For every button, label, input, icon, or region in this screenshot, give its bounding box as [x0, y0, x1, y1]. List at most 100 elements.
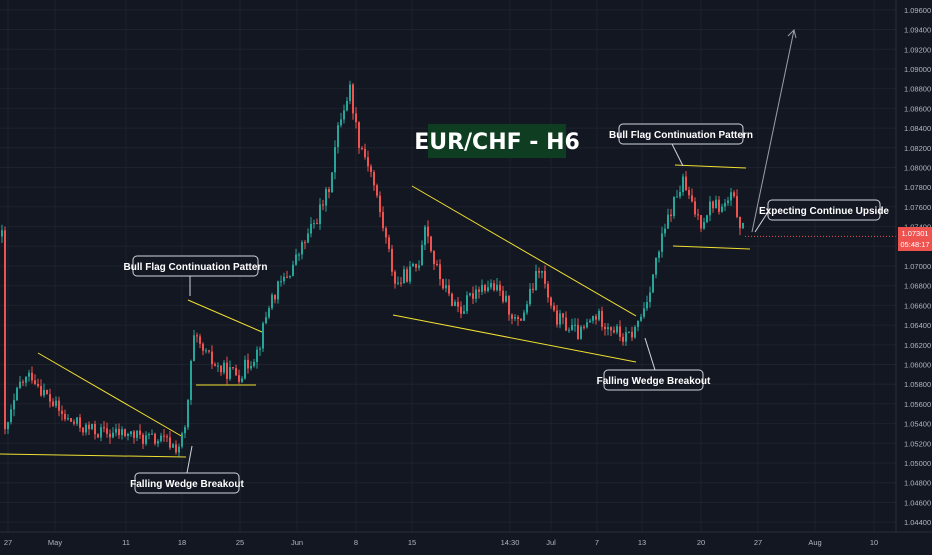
- candle-body: [661, 233, 663, 252]
- last-price-badge: 1.07301 05:48:17: [898, 227, 932, 251]
- candle-body: [178, 446, 180, 453]
- candle-body: [112, 432, 114, 438]
- candle-body: [733, 192, 735, 197]
- callout-falling-wedge-2-pointer: [644, 337, 656, 371]
- candle-body: [676, 196, 678, 198]
- candle-body: [40, 385, 42, 396]
- candle-body: [511, 314, 513, 319]
- candle-body: [289, 275, 291, 278]
- price-tick-label: 1.09400: [904, 26, 931, 35]
- candle-body: [244, 359, 246, 379]
- candle-body: [721, 206, 723, 212]
- candle-body: [19, 381, 21, 388]
- date-tick-label: 7: [595, 538, 599, 547]
- candle-body: [100, 427, 102, 438]
- candle-body: [418, 265, 420, 268]
- candle-body: [604, 326, 606, 330]
- candle-body: [85, 424, 87, 433]
- candle-body: [571, 324, 573, 330]
- candle-body: [547, 283, 549, 298]
- candle-body: [556, 310, 558, 325]
- candle-body: [235, 368, 237, 376]
- callout-falling-wedge-1-text: Falling Wedge Breakout: [130, 479, 244, 490]
- candle-body: [262, 323, 264, 349]
- candle-body: [502, 290, 504, 302]
- candle-body: [229, 367, 231, 379]
- candle-body: [106, 428, 108, 434]
- candle-body: [334, 147, 336, 173]
- candle-body: [202, 343, 204, 351]
- candle-body: [304, 242, 306, 244]
- candle-body: [550, 297, 552, 306]
- candle-body: [148, 434, 150, 436]
- candle-body: [241, 378, 243, 382]
- price-tick-label: 1.07800: [904, 183, 931, 192]
- date-tick-label: 11: [122, 538, 130, 547]
- candle-body: [397, 282, 399, 284]
- candle-body: [565, 317, 567, 331]
- candle-body: [82, 427, 84, 433]
- price-tick-label: 1.06000: [904, 361, 931, 370]
- candle-body: [589, 320, 591, 323]
- candle-body: [28, 372, 30, 377]
- candle-body: [97, 434, 99, 438]
- candle-body: [214, 364, 216, 366]
- candle-body: [259, 348, 261, 350]
- candle-body: [685, 176, 687, 191]
- candle-body: [166, 436, 168, 438]
- candle-body: [700, 215, 702, 229]
- price-tick-label: 1.08200: [904, 144, 931, 153]
- price-tick-label: 1.04600: [904, 498, 931, 507]
- price-tick-label: 1.08000: [904, 163, 931, 172]
- candle-body: [94, 424, 96, 435]
- callout-continue-upside-pointer: [754, 211, 769, 233]
- candle-body: [307, 233, 309, 243]
- price-tick-label: 1.05200: [904, 439, 931, 448]
- price-tick-label: 1.06800: [904, 282, 931, 291]
- candle-body: [118, 428, 120, 436]
- candle-body: [466, 295, 468, 312]
- candle-body: [532, 288, 534, 290]
- candle-body: [514, 317, 516, 319]
- candle-body: [610, 327, 612, 331]
- candle-body: [454, 301, 456, 306]
- candle-body: [340, 119, 342, 126]
- callout-falling-wedge-2-text: Falling Wedge Breakout: [597, 376, 711, 387]
- candle-body: [625, 332, 627, 342]
- candle-body: [505, 295, 507, 302]
- candle-body: [679, 192, 681, 197]
- candle-body: [388, 237, 390, 249]
- wedge-1-lower-line: [0, 453, 187, 458]
- date-tick-label: 20: [697, 538, 705, 547]
- candle-body: [553, 305, 555, 311]
- candle-body: [352, 84, 354, 114]
- candle-body: [136, 430, 138, 438]
- callout-bull-flag-2-pointer: [671, 143, 684, 167]
- candle-body: [637, 320, 639, 327]
- candle-body: [364, 148, 366, 158]
- candle-body: [670, 214, 672, 217]
- candle-body: [433, 251, 435, 265]
- projection-arrow-line: [751, 29, 795, 233]
- candle-body: [559, 313, 561, 325]
- candle-body: [616, 326, 618, 333]
- candle-body: [520, 319, 522, 321]
- candle-body: [310, 223, 312, 234]
- candle-body: [730, 192, 732, 201]
- candle-body: [328, 189, 330, 193]
- candle-body: [544, 270, 546, 284]
- candle-body: [13, 400, 15, 410]
- price-tick-label: 1.09000: [904, 65, 931, 74]
- callout-bull-flag-2: Bull Flag Continuation Pattern: [609, 123, 753, 145]
- candle-body: [673, 196, 675, 217]
- price-tick-label: 1.04400: [904, 518, 931, 527]
- candle-body: [76, 417, 78, 424]
- callout-bull-flag-1-text: Bull Flag Continuation Pattern: [124, 262, 268, 273]
- candle-body: [742, 222, 744, 229]
- candle-body: [475, 289, 477, 299]
- candle-body: [529, 288, 531, 305]
- candle-body: [727, 200, 729, 204]
- candle-body: [280, 281, 282, 283]
- date-tick-label: Jun: [291, 538, 303, 547]
- date-tick-label: 27: [4, 538, 12, 547]
